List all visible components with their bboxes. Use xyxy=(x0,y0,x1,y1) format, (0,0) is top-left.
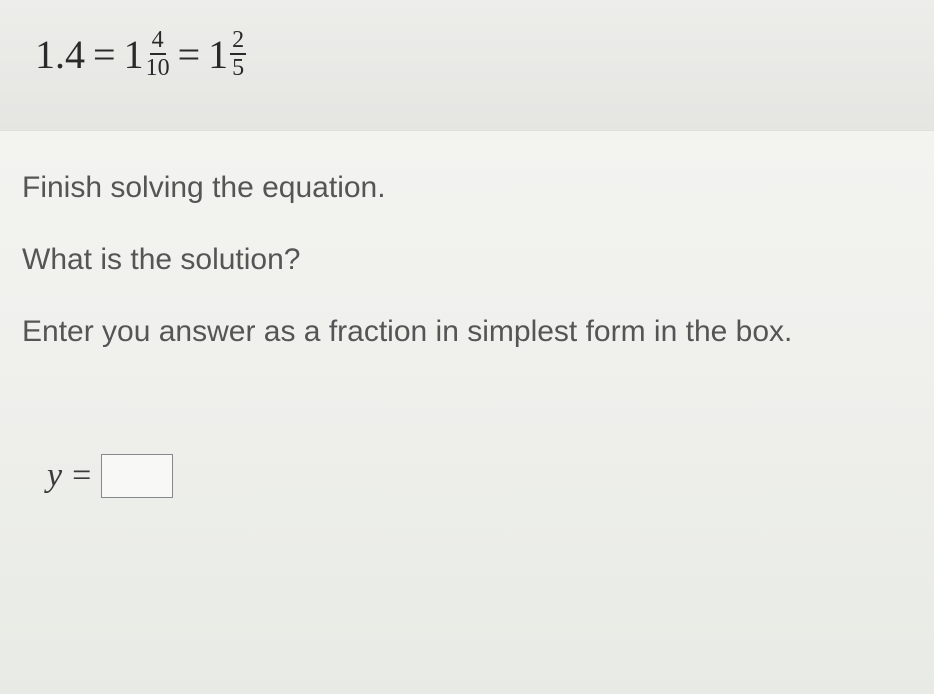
fraction2-numerator: 2 xyxy=(230,28,246,55)
fraction1-numerator: 4 xyxy=(150,28,166,55)
mixed-number-1: 1 4 10 xyxy=(124,28,170,80)
question-panel: Finish solving the equation. What is the… xyxy=(0,131,934,498)
fraction2-denominator: 5 xyxy=(232,55,244,80)
mixed-number-2: 1 2 5 xyxy=(208,28,246,80)
decimal-value: 1.4 xyxy=(35,31,85,78)
answer-row: y = xyxy=(22,454,912,498)
instruction-line-3: Enter you answer as a fraction in simple… xyxy=(22,315,912,349)
mixed1-whole: 1 xyxy=(124,31,144,78)
instruction-line-1: Finish solving the equation. xyxy=(22,171,912,205)
instruction-line-2: What is the solution? xyxy=(22,243,912,277)
equals-sign-2: = xyxy=(178,31,201,78)
fraction1-denominator: 10 xyxy=(146,55,170,80)
fraction-1: 4 10 xyxy=(146,28,170,80)
answer-variable: y xyxy=(47,457,62,495)
equals-sign-1: = xyxy=(93,31,116,78)
mixed2-whole: 1 xyxy=(208,31,228,78)
answer-input[interactable] xyxy=(101,454,173,498)
equation-expression: 1.4 = 1 4 10 = 1 2 5 xyxy=(35,28,899,80)
equation-panel: 1.4 = 1 4 10 = 1 2 5 xyxy=(0,0,934,131)
fraction-2: 2 5 xyxy=(230,28,246,80)
answer-equals: = xyxy=(72,457,91,495)
